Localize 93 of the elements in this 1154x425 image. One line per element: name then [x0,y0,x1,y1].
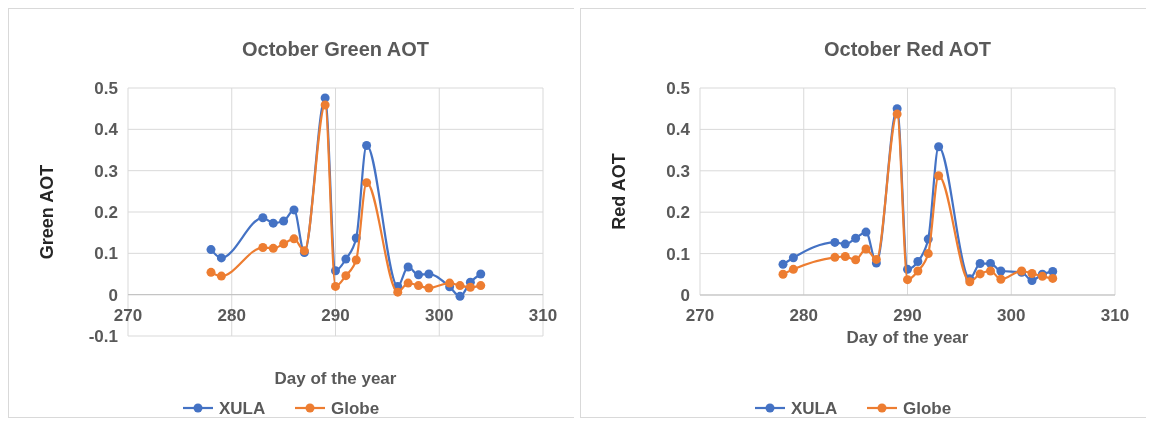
y-tick-label: 0.3 [666,161,690,181]
point [445,278,455,288]
x-axis-title: Day of the year [274,369,397,388]
y-tick-label: 0.1 [666,244,690,264]
point [362,140,372,150]
x-tick-label: 300 [425,305,454,325]
y-tick-label: 0.2 [666,203,690,223]
x-tick-label: 310 [528,305,558,325]
y-tick-label: 0 [108,285,118,305]
point [216,271,226,281]
point [393,287,403,297]
point [455,291,465,301]
point [923,249,933,259]
x-tick-label: 270 [113,305,143,325]
y-tick-label: 0.5 [666,78,690,98]
y-tick-label: 0.4 [94,120,119,140]
point [778,259,788,269]
point [206,267,216,277]
y-tick-label: 0.4 [666,120,691,140]
point [871,254,881,264]
point [414,270,423,280]
x-tick-label: 290 [893,306,922,325]
point [788,264,798,274]
point [975,269,985,279]
point [986,266,995,276]
point [830,252,840,262]
point [424,283,434,293]
y-tick-label: -0.1 [88,326,118,346]
point [206,245,216,255]
point [258,213,268,223]
point [465,282,475,292]
point [455,281,465,291]
y-tick-label: 0.3 [94,161,118,181]
x-tick-label: 300 [997,306,1026,325]
x-tick-label: 270 [685,306,715,325]
point [840,252,850,261]
x-tick-label: 310 [1100,306,1130,325]
point [403,262,413,272]
y-tick-label: 0.1 [94,244,118,264]
point [913,256,923,266]
point [424,269,434,279]
point [414,281,423,291]
point [331,281,340,291]
x-axis-title: Day of the year [846,328,969,347]
point [476,281,486,291]
point [351,255,361,265]
point [216,253,226,263]
chart-title: October Green AOT [241,38,430,60]
point [986,259,995,269]
y-tick-label: 0.5 [94,78,118,98]
point [279,239,289,249]
point [903,275,912,285]
point [268,218,278,228]
y-tick-label: 0 [680,285,690,305]
point [778,269,788,279]
legend-label: XULA [791,398,838,418]
point [913,266,923,276]
point [861,244,871,254]
point [996,266,1006,276]
point [289,205,299,215]
point [1048,273,1058,283]
chart-title: October Red AOT [823,38,992,60]
point [934,171,944,181]
point [996,274,1006,284]
y-tick-label: 0.2 [94,202,118,222]
x-tick-label: 280 [789,306,818,325]
point [258,243,268,253]
point [892,109,902,119]
point [476,269,486,279]
legend-label: XULA [219,398,266,418]
point [975,259,985,269]
point [1027,268,1037,278]
point [289,234,299,244]
point [851,233,861,243]
point [279,216,289,226]
point [268,243,278,253]
point [934,142,944,152]
point [320,100,330,110]
point [403,278,413,288]
x-tick-label: 280 [217,305,246,325]
legend-label: Globe [331,398,380,418]
legend-label: Globe [903,398,952,418]
point [851,255,861,265]
point [362,178,372,188]
point [341,271,351,281]
y-axis-title: Green AOT [37,164,57,260]
point [840,239,850,249]
point [830,237,840,247]
point [788,253,798,263]
y-axis-title: Red AOT [609,153,629,230]
point [861,227,871,237]
x-tick-label: 290 [321,305,350,325]
point [341,254,351,264]
